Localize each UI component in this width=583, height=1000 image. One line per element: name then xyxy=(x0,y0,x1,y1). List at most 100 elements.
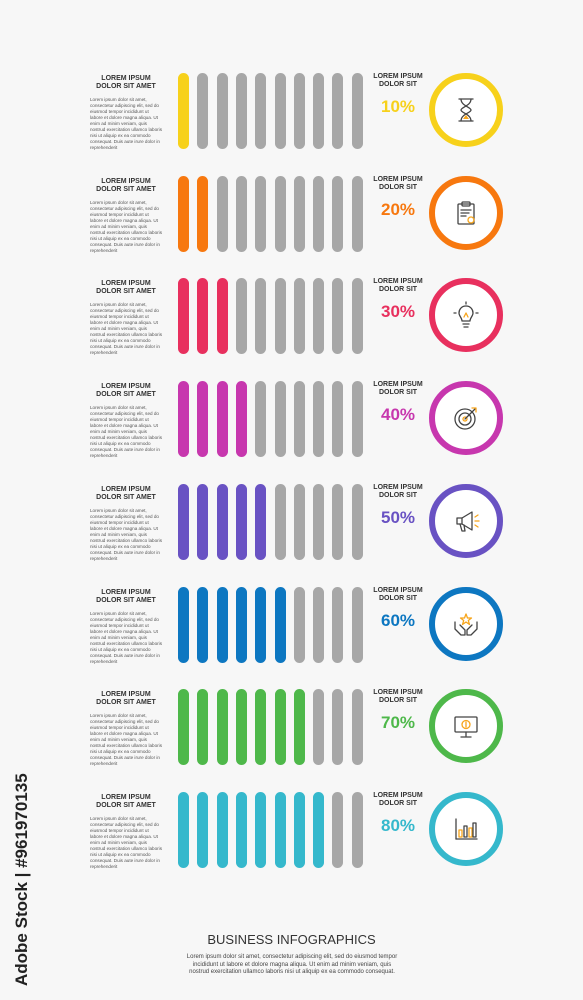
progress-bar-filled xyxy=(216,586,228,663)
progress-bars xyxy=(178,483,368,560)
progress-bar-empty xyxy=(255,381,267,458)
progress-bar-empty xyxy=(274,73,286,149)
progress-bar-empty xyxy=(255,278,267,355)
row-heading: LOREM IPSUM DOLOR SIT AMET xyxy=(96,177,156,193)
progress-bar-filled xyxy=(197,791,209,868)
row-heading: LOREM IPSUM DOLOR SIT AMET xyxy=(96,588,156,604)
row-heading: LOREM IPSUM DOLOR SIT AMET xyxy=(96,75,156,90)
progress-bar-filled xyxy=(178,73,189,149)
row-heading: LOREM IPSUM DOLOR SIT AMET xyxy=(96,383,156,399)
progress-row: LOREM IPSUM DOLOR SIT AMET Lorem ipsum d… xyxy=(0,278,583,358)
progress-bar-filled xyxy=(178,483,189,560)
progress-bar-filled xyxy=(235,689,247,766)
progress-bar-empty xyxy=(351,689,363,766)
row-percent: 80% xyxy=(380,815,416,835)
progress-bar-filled xyxy=(178,381,189,458)
icon-circle xyxy=(429,586,503,661)
progress-bar-empty xyxy=(274,278,286,355)
progress-bar-filled xyxy=(255,791,267,868)
progress-bar-filled xyxy=(274,586,286,663)
row-body-text: Lorem ipsum dolor sit amet, consectetur … xyxy=(90,199,163,253)
footer-title: BUSINESS INFOGRAPHICS xyxy=(207,932,376,947)
row-percent: 70% xyxy=(380,713,416,733)
progress-bar-empty xyxy=(235,73,247,149)
progress-bar-filled xyxy=(235,586,247,663)
progress-bar-empty xyxy=(293,381,305,458)
lightbulb-icon xyxy=(453,301,479,329)
progress-bar-filled xyxy=(216,689,228,766)
progress-bars xyxy=(178,381,368,458)
row-label: LOREM IPSUM DOLOR SIT xyxy=(373,278,423,294)
progress-bar-filled xyxy=(255,483,267,560)
row-description: LOREM IPSUM DOLOR SIT AMET Lorem ipsum d… xyxy=(90,691,162,767)
row-description: LOREM IPSUM DOLOR SIT AMET Lorem ipsum d… xyxy=(90,794,162,870)
progress-bar-empty xyxy=(313,483,325,560)
progress-bar-filled xyxy=(216,278,228,355)
monitor-dollar-icon xyxy=(454,716,478,738)
progress-bar-empty xyxy=(274,483,286,560)
bar-chart-icon xyxy=(455,818,478,840)
progress-bar-empty xyxy=(313,73,325,149)
progress-bar-filled xyxy=(216,483,228,560)
progress-bar-empty xyxy=(216,175,228,252)
progress-bar-filled xyxy=(255,689,267,766)
progress-bars xyxy=(178,689,368,766)
progress-bar-empty xyxy=(332,73,344,149)
progress-bar-filled xyxy=(178,689,189,766)
footer-text: Lorem ipsum dolor sit amet, consectetur … xyxy=(186,954,398,975)
row-body-text: Lorem ipsum dolor sit amet, consectetur … xyxy=(90,610,163,664)
hourglass-icon xyxy=(458,98,474,122)
progress-bar-empty xyxy=(255,175,267,252)
progress-bar-filled xyxy=(178,175,189,252)
progress-bar-empty xyxy=(293,586,305,663)
row-body-text: Lorem ipsum dolor sit amet, consectetur … xyxy=(90,815,163,869)
progress-bar-filled xyxy=(293,689,305,766)
progress-bar-empty xyxy=(332,689,344,766)
progress-bar-filled xyxy=(197,381,209,458)
progress-bar-filled xyxy=(178,278,189,355)
row-description: LOREM IPSUM DOLOR SIT AMET Lorem ipsum d… xyxy=(90,280,162,356)
progress-bar-empty xyxy=(293,483,305,560)
progress-bar-empty xyxy=(332,278,344,355)
progress-bars xyxy=(178,278,368,355)
progress-row: LOREM IPSUM DOLOR SIT AMET Lorem ipsum d… xyxy=(0,586,583,667)
row-heading: LOREM IPSUM DOLOR SIT AMET xyxy=(96,691,156,707)
progress-bar-filled xyxy=(313,791,325,868)
svg-text:Adobe Stock | #961970135: Adobe Stock | #961970135 xyxy=(12,773,31,986)
row-body-text: Lorem ipsum dolor sit amet, consectetur … xyxy=(90,97,163,150)
progress-bar-empty xyxy=(313,175,325,252)
row-label: LOREM IPSUM DOLOR SIT xyxy=(373,73,423,88)
progress-bar-empty xyxy=(313,381,325,458)
progress-bar-empty xyxy=(274,175,286,252)
hands-star-icon xyxy=(454,612,478,636)
progress-bars xyxy=(178,73,368,149)
progress-bar-empty xyxy=(351,586,363,663)
row-label: LOREM IPSUM DOLOR SIT xyxy=(373,689,423,705)
row-body-text: Lorem ipsum dolor sit amet, consectetur … xyxy=(90,507,163,561)
icon-circle xyxy=(429,689,503,764)
progress-bar-empty xyxy=(293,175,305,252)
progress-bar-empty xyxy=(332,381,344,458)
progress-bar-filled xyxy=(293,791,305,868)
progress-bar-empty xyxy=(274,381,286,458)
progress-bars xyxy=(178,175,368,252)
row-label: LOREM IPSUM DOLOR SIT xyxy=(373,483,423,499)
row-heading: LOREM IPSUM DOLOR SIT AMET xyxy=(96,280,156,296)
row-body-text: Lorem ipsum dolor sit amet, consectetur … xyxy=(90,302,163,356)
progress-bar-empty xyxy=(313,586,325,663)
stock-watermark: Adobe Stock | #961970135 xyxy=(6,768,34,988)
progress-bar-filled xyxy=(216,791,228,868)
row-heading: LOREM IPSUM DOLOR SIT AMET xyxy=(96,793,156,809)
icon-circle xyxy=(429,483,503,558)
progress-bar-filled xyxy=(235,381,247,458)
progress-bar-empty xyxy=(351,483,363,560)
row-body-text: Lorem ipsum dolor sit amet, consectetur … xyxy=(90,405,163,459)
progress-bar-empty xyxy=(235,278,247,355)
progress-bar-empty xyxy=(255,73,267,149)
row-percent: 50% xyxy=(380,507,416,527)
row-heading: LOREM IPSUM DOLOR SIT AMET xyxy=(96,485,156,501)
progress-bar-filled xyxy=(235,791,247,868)
row-description: LOREM IPSUM DOLOR SIT AMET Lorem ipsum d… xyxy=(90,589,162,665)
progress-bar-empty xyxy=(235,175,247,252)
row-description: LOREM IPSUM DOLOR SIT AMET Lorem ipsum d… xyxy=(90,178,162,254)
